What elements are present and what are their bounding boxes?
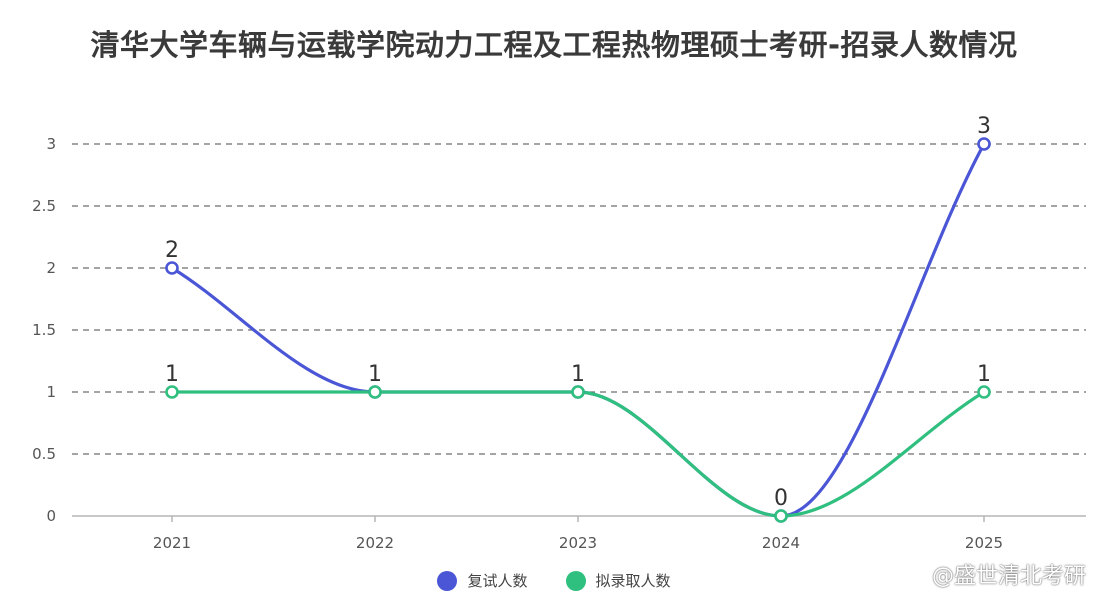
y-tick-label: 1.5: [32, 321, 56, 339]
grid-lines: [72, 143, 1086, 455]
data-point-series-2[interactable]: [165, 385, 179, 399]
data-point-series-1[interactable]: [165, 261, 179, 275]
data-point-series-1[interactable]: [977, 137, 991, 151]
y-tick-label: 2.5: [32, 197, 56, 215]
y-tick-label: 2: [46, 259, 56, 277]
data-label-series-1: 0: [774, 486, 788, 511]
data-label-series-1: 2: [165, 238, 179, 263]
watermark: @盛世清北考研: [931, 564, 1086, 589]
x-tick-label: 2022: [356, 534, 394, 552]
x-tick-label: 2023: [559, 534, 597, 552]
legend-item-series-2[interactable]: 拟录取人数: [565, 570, 671, 591]
data-label-series-2: 1: [571, 362, 585, 387]
data-label-series-1: 1: [368, 362, 382, 387]
data-point-series-2[interactable]: [977, 385, 991, 399]
data-point-series-2[interactable]: [774, 509, 788, 523]
legend-label-series-1: 复试人数: [467, 572, 528, 590]
data-label-series-2: 1: [977, 362, 991, 387]
data-label-series-2: 1: [165, 362, 179, 387]
x-tick-label: 2021: [153, 534, 191, 552]
x-tick-label: 2024: [762, 534, 800, 552]
y-tick-label: 3: [46, 135, 56, 153]
data-labels: 2 1 0 3 1 1 1: [165, 114, 991, 511]
y-tick-label: 1: [46, 383, 56, 401]
data-points: [165, 137, 991, 523]
data-point-series-2[interactable]: [368, 385, 382, 399]
legend-swatch-series-2: [565, 570, 586, 591]
axes: 0 0.5 1 1.5 2 2.5 3 2021 2022 2023 2024 2025: [32, 135, 1086, 552]
legend-label-series-2: 拟录取人数: [595, 572, 671, 590]
legend-swatch-series-1: [437, 570, 458, 591]
chart-legend: 复试人数 拟录取人数: [0, 570, 1108, 591]
chart-title: 清华大学车辆与运载学院动力工程及工程热物理硕士考研-招录人数情况: [90, 28, 1018, 62]
y-tick-label: 0.5: [32, 445, 56, 463]
y-tick-label: 0: [46, 507, 56, 525]
x-tick-label: 2025: [965, 534, 1003, 552]
data-point-series-2[interactable]: [571, 385, 585, 399]
data-label-series-1: 3: [977, 114, 991, 139]
legend-item-series-1[interactable]: 复试人数: [437, 570, 528, 591]
